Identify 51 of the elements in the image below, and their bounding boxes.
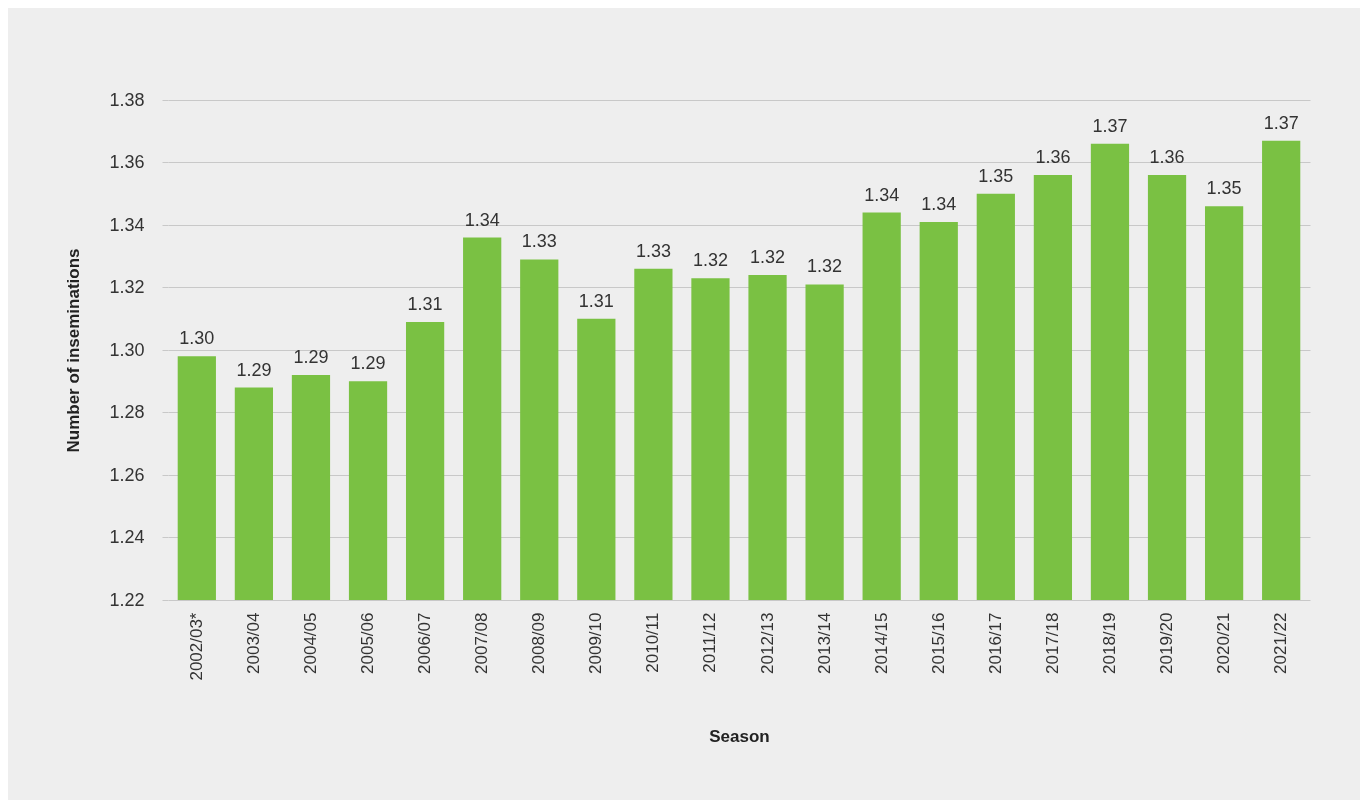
y-tick-label: 1.34 bbox=[109, 214, 145, 235]
x-tick-label: 2013/14 bbox=[814, 612, 834, 674]
x-tick-label: 2014/15 bbox=[871, 612, 891, 674]
data-label: 1.29 bbox=[293, 347, 329, 367]
data-label: 1.32 bbox=[807, 256, 843, 277]
x-tick-label: 2015/16 bbox=[928, 612, 948, 674]
x-axis-title: Season bbox=[709, 726, 770, 746]
y-tick-label: 1.26 bbox=[109, 464, 145, 485]
y-axis-title: Number of inseminations bbox=[64, 248, 84, 453]
x-tick-label: 2008/09 bbox=[529, 612, 549, 674]
x-tick-label: 2020/21 bbox=[1214, 612, 1234, 674]
y-tick-label: 1.22 bbox=[109, 589, 145, 610]
x-tick-label: 2006/07 bbox=[415, 612, 435, 674]
x-tick-label: 2019/20 bbox=[1157, 612, 1177, 674]
x-tick-label: 2010/11 bbox=[643, 612, 663, 673]
data-label: 1.32 bbox=[692, 250, 728, 271]
data-label: 1.36 bbox=[1149, 147, 1185, 167]
data-label: 1.31 bbox=[407, 293, 443, 314]
x-tick-label: 2009/10 bbox=[586, 612, 606, 674]
y-tick-label: 1.28 bbox=[109, 402, 145, 422]
data-label: 1.37 bbox=[1092, 115, 1128, 136]
x-tick-label: 2004/05 bbox=[300, 612, 320, 674]
x-tick-label: 2002/03* bbox=[186, 612, 206, 681]
data-label: 1.35 bbox=[1206, 178, 1242, 199]
x-tick-label: 2017/18 bbox=[1042, 612, 1062, 674]
data-label: 1.31 bbox=[578, 290, 614, 311]
y-tick-label: 1.32 bbox=[109, 277, 145, 297]
data-label: 1.35 bbox=[978, 165, 1014, 186]
x-tick-label: 2018/19 bbox=[1099, 612, 1119, 674]
data-label: 1.30 bbox=[179, 328, 215, 349]
y-tick-label: 1.24 bbox=[109, 527, 145, 547]
x-tick-label: 2007/08 bbox=[472, 612, 492, 674]
y-tick-label: 1.38 bbox=[109, 89, 145, 110]
data-label: 1.34 bbox=[464, 209, 500, 230]
x-tick-label: 2011/12 bbox=[700, 612, 720, 673]
x-tick-label: 2016/17 bbox=[985, 612, 1005, 674]
data-label: 1.29 bbox=[350, 353, 386, 374]
y-tick-label: 1.30 bbox=[109, 339, 145, 360]
data-label: 1.33 bbox=[635, 240, 671, 261]
data-label: 1.36 bbox=[1035, 147, 1071, 167]
x-tick-label: 2012/13 bbox=[757, 612, 777, 674]
data-label: 1.37 bbox=[1263, 112, 1299, 133]
data-label: 1.34 bbox=[864, 184, 900, 205]
x-tick-label: 2021/22 bbox=[1271, 612, 1291, 674]
data-label: 1.34 bbox=[921, 193, 957, 214]
y-tick-label: 1.36 bbox=[109, 152, 145, 172]
x-tick-label: 2005/06 bbox=[358, 612, 378, 674]
data-label: 1.29 bbox=[236, 359, 272, 380]
data-label: 1.33 bbox=[521, 231, 557, 252]
x-tick-label: 2003/04 bbox=[243, 612, 263, 674]
data-label: 1.32 bbox=[750, 247, 786, 267]
